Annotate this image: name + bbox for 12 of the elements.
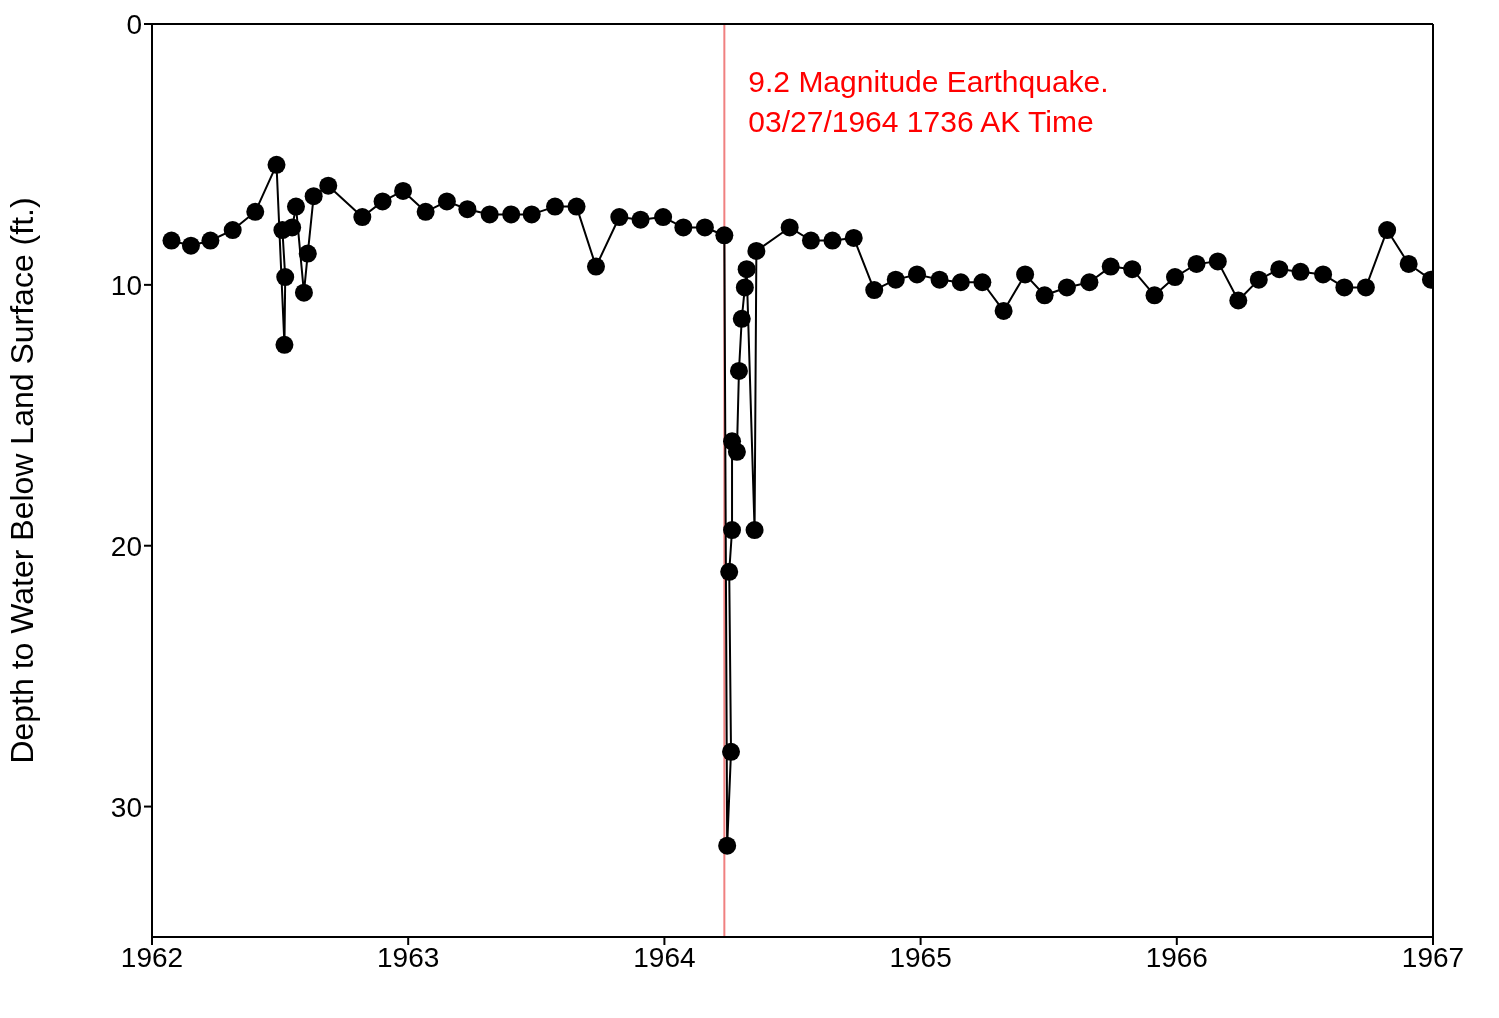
x-tick-label: 1967 (1401, 941, 1465, 973)
x-tick-label: 1962 (120, 941, 184, 973)
x-tick-label: 1965 (889, 941, 952, 973)
y-tick-label: 10 (110, 269, 142, 301)
x-tick-label: 1963 (377, 941, 440, 973)
y-tick-label: 20 (110, 530, 142, 562)
y-tick-label: 0 (126, 8, 142, 40)
y-tick-label: 30 (110, 791, 142, 823)
y-axis-title: Depth to Water Below Land Surface (ft.) (4, 197, 41, 764)
ref-line-label: 9.2 Magnitude Earthquake. 03/27/1964 1736 AK Time (748, 65, 1109, 138)
x-tick-label: 1964 (633, 941, 696, 973)
x-tick-label: 1966 (1145, 941, 1208, 973)
